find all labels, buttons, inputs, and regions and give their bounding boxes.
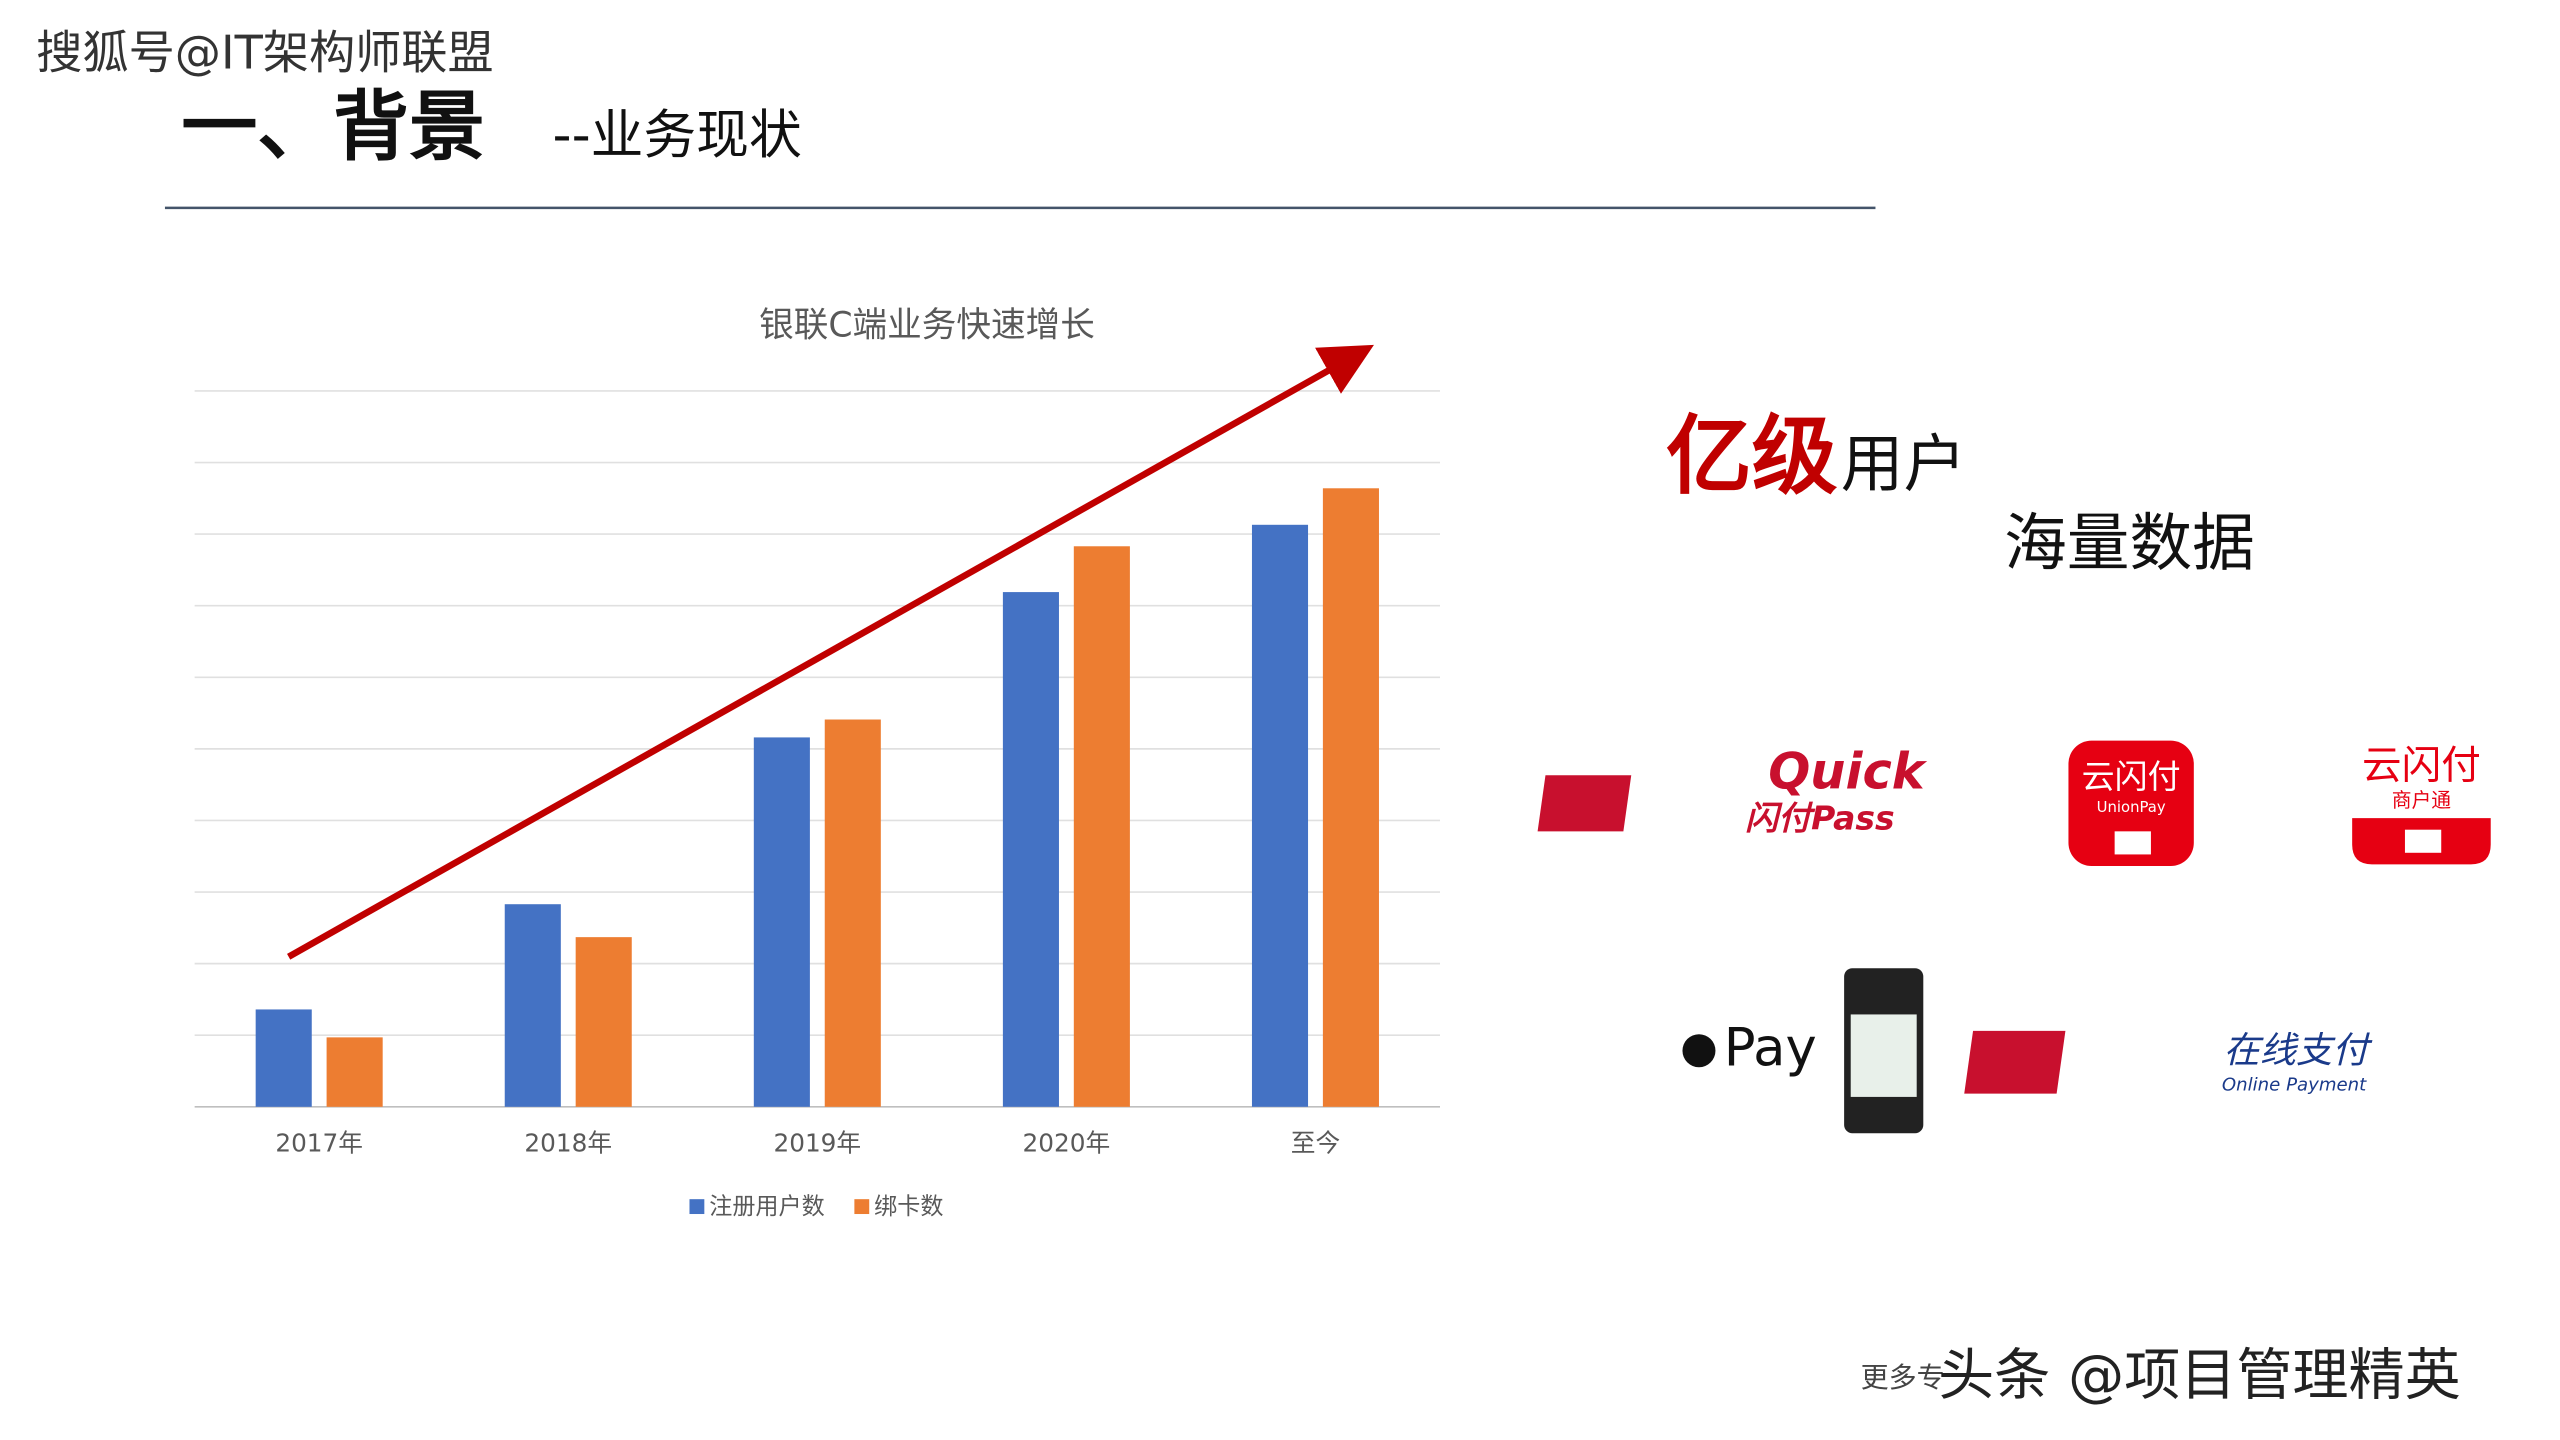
logo-ysf-merchant: 云闪付 商户通 [2352, 743, 2491, 865]
card-icon [2404, 829, 2442, 853]
logo-text: 银联 [2149, 1066, 2185, 1087]
logo-online: UnionPay 银联 在线支付 Online Payment [1964, 1028, 2373, 1095]
logo-ysf: 云闪付 UnionPay [2068, 740, 2194, 866]
highlight-users: 用户 [1841, 428, 1966, 501]
card-icon [2114, 831, 2151, 855]
x-tick-label: 至今 [1291, 1129, 1340, 1158]
slide-title: 一、背景 [181, 83, 484, 171]
x-tick-label: 2020年 [1023, 1129, 1111, 1158]
bar [504, 904, 561, 1107]
bar [824, 719, 881, 1107]
watermark: 搜狐号@IT架构师联盟 [36, 26, 493, 80]
logo-text: Quick [1768, 743, 1928, 801]
logo-text: Pay [1724, 1017, 1817, 1078]
legend-swatch [689, 1199, 705, 1215]
bar [1322, 488, 1379, 1107]
x-tick-label: 2019年 [773, 1129, 861, 1158]
bar [1251, 524, 1309, 1107]
logo-text: UnionPay [2120, 1045, 2216, 1066]
highlight-data: 海量数据 [2004, 507, 2255, 580]
x-tick-label: 2017年 [275, 1129, 363, 1158]
apple-icon [1682, 1034, 1716, 1068]
logo-text: Online Payment [2222, 1074, 2367, 1095]
highlight-big: 亿级 [1666, 406, 1838, 506]
pos-screen [1850, 1014, 1917, 1097]
bar [753, 737, 810, 1107]
logo-quickpass: UnionPay 银联 Quick 闪付Pass [1537, 743, 1928, 837]
logo-text: 云闪付 [2362, 743, 2481, 789]
app-icon [2068, 740, 2194, 866]
unionpay-badge [1537, 775, 1632, 832]
footer-more: 更多专 [1861, 1361, 1945, 1394]
logo-text: 云闪付 [2082, 757, 2181, 796]
bar [326, 1037, 383, 1107]
logo-text: 商户通 [2392, 789, 2452, 812]
unionpay-badge [1964, 1030, 2066, 1094]
logo-applepay: Pay [1682, 968, 1924, 1134]
x-tick-label: 2018年 [524, 1129, 612, 1158]
logo-text: UnionPay [2097, 799, 2166, 816]
logo-text: 闪付Pass [1745, 798, 1895, 837]
bar [1073, 546, 1130, 1107]
bar [255, 1009, 312, 1107]
bar [1002, 592, 1059, 1107]
legend-label: 注册用户数 [709, 1194, 824, 1220]
logo-text: 在线支付 [2224, 1028, 2374, 1071]
logo-text: UnionPay [1656, 786, 1743, 805]
bar [575, 937, 632, 1107]
footer-brand: 头条 @项目管理精英 [1938, 1344, 2461, 1409]
logo-text: 银联 [1682, 806, 1715, 825]
legend-swatch [854, 1199, 870, 1215]
chart-title: 银联C端业务快速增长 [759, 306, 1095, 346]
slide-subtitle: --业务现状 [553, 105, 802, 166]
trend-arrow [287, 344, 1374, 960]
legend-label: 绑卡数 [874, 1194, 943, 1220]
